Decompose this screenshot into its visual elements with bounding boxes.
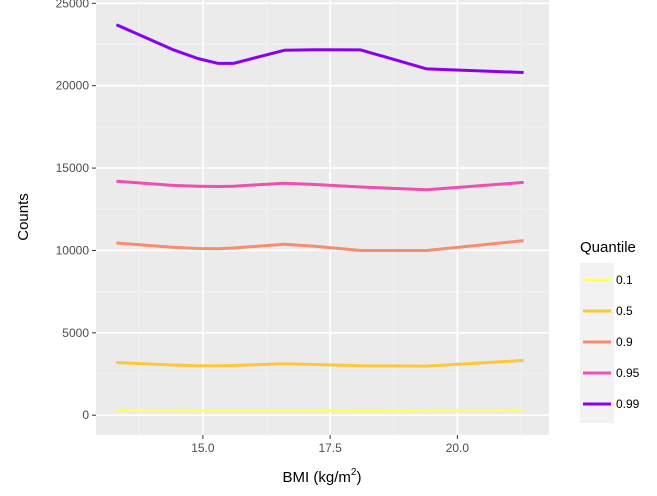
y-axis-ticks: 0 5000 10000 15000 20000 25000: [56, 0, 96, 422]
panel-background: [96, 0, 549, 435]
series-line-0-95: [116, 179, 524, 192]
y-tick-label: 0: [82, 408, 89, 422]
legend: Quantile 0.1 0.5 0.9 0.95 0.99: [580, 239, 640, 423]
x-tick-label: 15.0: [191, 441, 215, 455]
legend-title: Quantile: [580, 239, 636, 256]
y-axis-title: Counts: [15, 193, 32, 241]
y-tick-label: 25000: [56, 0, 90, 10]
legend-label: 0.95: [616, 366, 640, 380]
series-line-0-99: [115, 23, 524, 74]
x-axis-title-suffix: ): [356, 469, 361, 486]
x-tick-label: 17.5: [318, 441, 342, 455]
series-line-0-9: [116, 239, 524, 252]
x-axis-ticks: 15.0 17.5 20.0: [191, 435, 469, 455]
x-tick-label: 20.0: [446, 441, 470, 455]
legend-label: 0.99: [616, 397, 640, 411]
y-tick-label: 5000: [62, 326, 89, 340]
y-tick-label: 20000: [56, 79, 90, 93]
legend-items: 0.1 0.5 0.9 0.95 0.99: [583, 273, 640, 411]
legend-label: 0.5: [616, 304, 633, 318]
legend-label: 0.1: [616, 273, 633, 287]
series-lines: [115, 23, 524, 413]
series-line-0-1: [116, 408, 524, 413]
x-axis-title: BMI (kg/m2): [283, 467, 362, 486]
series-line-0-5: [116, 358, 524, 368]
legend-label: 0.9: [616, 335, 633, 349]
y-tick-label: 10000: [56, 243, 90, 257]
y-tick-label: 15000: [56, 161, 90, 175]
major-gridlines: [96, 0, 549, 435]
x-axis-title-superscript: 2: [351, 467, 357, 478]
